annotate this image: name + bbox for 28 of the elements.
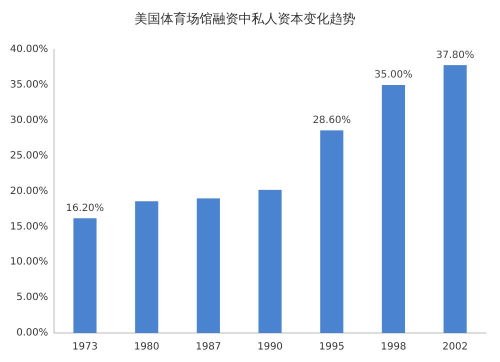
x-tick-label: 1987 [196,342,222,353]
x-tick-label: 1995 [319,342,344,353]
y-tick-label: 35.00% [10,80,48,91]
data-label: 28.60% [312,114,351,126]
bar [382,85,406,333]
bar [258,190,282,333]
y-tick-label: 40.00% [10,44,48,56]
y-tick-label: 10.00% [10,256,48,268]
x-tick-label: 1980 [134,342,160,353]
data-label: 35.00% [374,70,413,81]
chart-title: 美国体育场馆融资中私人资本变化趋势 [134,11,356,28]
y-tick-label: 0.00% [16,328,48,339]
x-tick-label: 1990 [257,342,283,353]
bar [135,201,158,333]
x-tick-label: 1998 [380,342,406,353]
y-tick-label: 5.00% [16,292,48,304]
bar [444,65,467,333]
x-tick-label: 2002 [442,342,468,353]
bar [196,198,220,333]
bar [320,130,344,333]
bar [73,218,97,333]
y-tick-label: 15.00% [10,221,48,232]
y-tick-label: 30.00% [10,115,48,126]
y-tick-label: 25.00% [10,150,48,162]
data-label: 37.80% [436,50,474,61]
x-tick-label: 1973 [72,342,98,353]
y-tick-label: 20.00% [10,186,48,197]
data-label: 16.20% [66,202,104,214]
